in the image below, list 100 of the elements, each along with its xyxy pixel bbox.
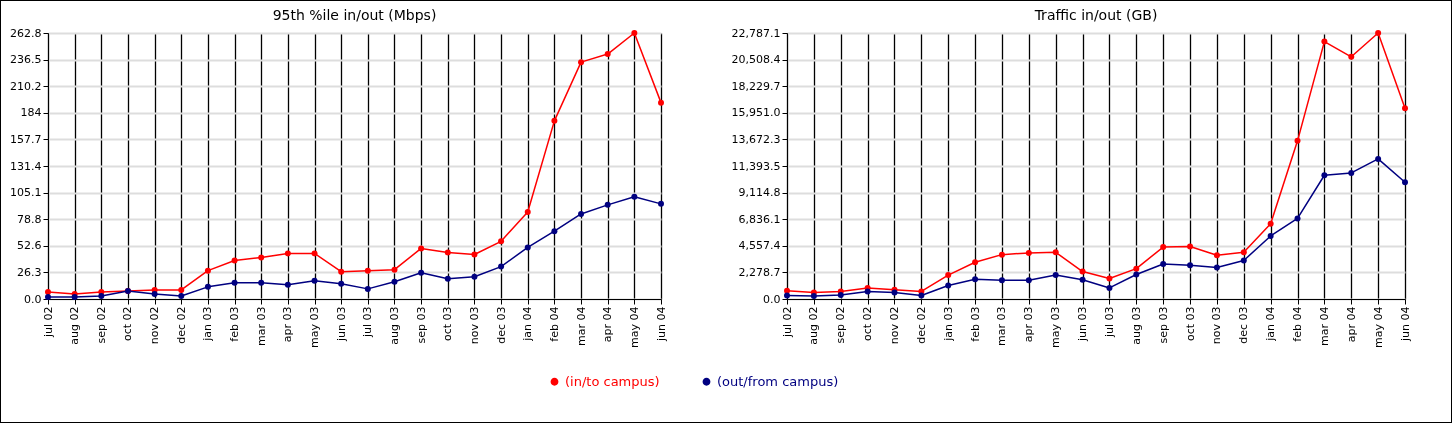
point — [178, 292, 185, 299]
point — [1402, 105, 1408, 112]
x-tick-label: jun 03 — [334, 306, 348, 342]
legend-label: (in/to campus) — [565, 373, 660, 389]
point — [391, 266, 398, 273]
y-tick-label: 11,393.5 — [731, 159, 781, 173]
point — [1213, 264, 1220, 271]
x-tick-label: nov 03 — [467, 306, 481, 345]
x-tick-label: aug 02 — [68, 306, 82, 345]
x-tick-label: apr 04 — [1344, 306, 1358, 343]
x-tick-label: apr 03 — [281, 306, 295, 343]
point — [231, 279, 238, 286]
point — [231, 257, 238, 264]
point — [1052, 249, 1059, 256]
point — [1240, 257, 1247, 264]
x-tick-label: oct 02 — [861, 306, 875, 342]
x-tick-label: sep 03 — [1156, 306, 1170, 344]
point — [1267, 232, 1274, 239]
point — [524, 244, 531, 251]
point — [1133, 271, 1140, 278]
point — [151, 290, 158, 297]
point — [604, 201, 611, 208]
point — [784, 287, 790, 294]
point — [391, 278, 398, 285]
point — [444, 275, 451, 282]
point — [471, 273, 478, 280]
point — [631, 30, 638, 36]
x-tick-label: may 03 — [308, 306, 322, 348]
point — [498, 263, 505, 270]
point — [1321, 38, 1328, 45]
point — [998, 251, 1005, 258]
point — [338, 280, 345, 287]
x-tick-label: aug 03 — [1129, 306, 1143, 345]
x-tick-label: jul 02 — [41, 306, 55, 339]
point — [1133, 265, 1140, 272]
x-tick-label: feb 04 — [1291, 306, 1305, 342]
point — [471, 251, 478, 258]
point — [972, 276, 979, 283]
x-tick-label: sep 02 — [834, 306, 848, 344]
point — [311, 277, 318, 284]
point — [1348, 53, 1355, 60]
point — [864, 288, 871, 295]
y-tick-label: 262.8 — [10, 26, 42, 40]
y-tick-label: 236.5 — [10, 53, 42, 67]
x-tick-label: jun 04 — [1398, 306, 1412, 342]
x-tick-label: jul 03 — [1102, 306, 1116, 339]
y-tick-label: 2,278.7 — [738, 265, 781, 279]
x-tick-label: jan 04 — [521, 306, 535, 342]
point — [945, 282, 952, 289]
y-tick-label: 6,836.1 — [738, 212, 781, 226]
point — [1079, 268, 1086, 275]
point — [551, 228, 558, 235]
y-tick-label: 52.6 — [17, 239, 42, 253]
legend-label: (out/from campus) — [717, 373, 839, 389]
y-tick-label: 184 — [20, 106, 42, 120]
x-tick-label: dec 03 — [494, 306, 508, 344]
point — [204, 283, 211, 290]
y-tick-label: 78.8 — [17, 212, 42, 226]
x-tick-label: jan 04 — [1264, 306, 1278, 342]
point — [338, 268, 345, 275]
point — [1187, 262, 1194, 269]
x-tick-label: mar 04 — [574, 306, 588, 346]
x-tick-label: mar 03 — [995, 306, 1009, 346]
x-tick-label: may 04 — [627, 306, 641, 348]
x-tick-label: nov 02 — [887, 306, 901, 345]
y-tick-label: 157.7 — [10, 132, 42, 146]
point — [945, 272, 952, 279]
point — [311, 250, 318, 257]
point — [551, 117, 558, 124]
x-tick-label: dec 03 — [1237, 306, 1251, 344]
point — [1160, 260, 1167, 267]
chart-title: 95th %ile in/out (Mbps) — [272, 7, 437, 23]
x-tick-label: dec 02 — [914, 306, 928, 344]
x-tick-label: nov 02 — [148, 306, 162, 345]
point — [364, 267, 371, 274]
point — [1213, 252, 1220, 259]
point — [1106, 284, 1113, 291]
x-tick-label: oct 03 — [441, 306, 455, 342]
point — [258, 254, 265, 261]
point — [1267, 220, 1274, 227]
point — [998, 277, 1005, 284]
point — [578, 210, 585, 217]
point — [1025, 277, 1032, 284]
point — [418, 245, 425, 252]
point — [1106, 275, 1113, 282]
point — [364, 285, 371, 292]
x-tick-label: may 03 — [1049, 306, 1063, 348]
point — [98, 292, 105, 299]
x-tick-label: nov 03 — [1210, 306, 1224, 345]
y-tick-label: 131.4 — [10, 159, 42, 173]
y-tick-label: 4,557.4 — [738, 239, 781, 253]
point — [604, 51, 611, 58]
point — [1025, 249, 1032, 256]
y-tick-label: 0.0 — [24, 292, 42, 306]
point — [1321, 172, 1328, 179]
point — [418, 269, 425, 276]
y-tick-label: 0.0 — [763, 292, 781, 306]
y-tick-label: 105.1 — [10, 186, 42, 200]
point — [178, 286, 185, 293]
point — [1375, 30, 1382, 36]
